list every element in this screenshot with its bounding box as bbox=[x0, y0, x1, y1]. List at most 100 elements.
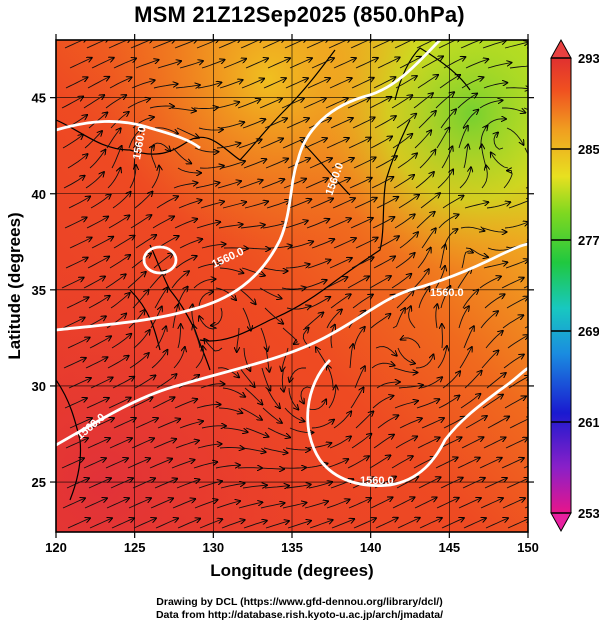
streamline bbox=[530, 518, 552, 528]
colorbar-max-arrow bbox=[550, 38, 572, 59]
streamline bbox=[198, 292, 213, 309]
streamline bbox=[175, 256, 197, 269]
streamline bbox=[350, 218, 373, 229]
streamline bbox=[223, 427, 248, 432]
streamline bbox=[171, 271, 189, 289]
streamline bbox=[196, 222, 220, 229]
streamline bbox=[396, 114, 416, 129]
streamline bbox=[265, 159, 288, 169]
streamline bbox=[311, 420, 334, 429]
streamline bbox=[483, 437, 506, 449]
streamline bbox=[353, 158, 376, 169]
streamline bbox=[193, 279, 216, 289]
streamline bbox=[442, 371, 460, 389]
streamline bbox=[157, 61, 181, 69]
streamline bbox=[237, 99, 260, 109]
streamline bbox=[69, 238, 92, 249]
streamline bbox=[65, 258, 88, 269]
streamline bbox=[282, 503, 306, 509]
streamline bbox=[391, 456, 413, 469]
streamline bbox=[263, 447, 288, 453]
streamline bbox=[286, 484, 311, 489]
streamline bbox=[285, 448, 310, 450]
streamline bbox=[155, 518, 178, 529]
streamline bbox=[88, 296, 110, 309]
streamline bbox=[152, 216, 174, 229]
streamline bbox=[152, 397, 175, 409]
streamline bbox=[89, 150, 105, 169]
streamline bbox=[306, 40, 329, 49]
streamline bbox=[151, 166, 160, 189]
streamline bbox=[333, 411, 351, 429]
streamline bbox=[155, 326, 166, 349]
streamline bbox=[505, 88, 528, 89]
streamline bbox=[110, 478, 133, 489]
streamline bbox=[219, 448, 244, 449]
streamline bbox=[105, 274, 126, 289]
streamline bbox=[193, 107, 218, 108]
streamline bbox=[355, 411, 373, 429]
streamline bbox=[420, 377, 442, 389]
contour-label: 1560.0 bbox=[360, 475, 394, 487]
streamline bbox=[369, 97, 391, 109]
streamline bbox=[370, 136, 392, 149]
streamline bbox=[442, 324, 443, 349]
streamline bbox=[483, 262, 507, 269]
streamline bbox=[371, 363, 395, 369]
streamline bbox=[240, 407, 262, 420]
streamline bbox=[395, 437, 417, 449]
streamline bbox=[417, 75, 438, 89]
streamline bbox=[435, 458, 458, 469]
streamline bbox=[218, 224, 243, 229]
streamline bbox=[502, 498, 525, 509]
streamline bbox=[394, 40, 417, 49]
streamline bbox=[111, 334, 131, 349]
streamline bbox=[287, 158, 310, 169]
streamline bbox=[483, 83, 507, 89]
streamline bbox=[179, 421, 203, 429]
streamline bbox=[355, 58, 378, 69]
streamline bbox=[105, 458, 128, 469]
streamline bbox=[487, 63, 511, 69]
streamline bbox=[243, 521, 267, 529]
streamline bbox=[531, 200, 554, 208]
streamline bbox=[109, 438, 132, 449]
streamline bbox=[310, 199, 333, 209]
streamline bbox=[304, 138, 327, 149]
streamline bbox=[133, 330, 150, 349]
streamline bbox=[437, 170, 453, 189]
streamline bbox=[239, 180, 263, 189]
streamline bbox=[417, 438, 440, 449]
streamline bbox=[199, 519, 222, 529]
streamlines bbox=[61, 40, 554, 529]
streamline bbox=[135, 235, 156, 249]
streamline bbox=[67, 518, 90, 529]
streamline bbox=[175, 441, 199, 449]
streamline bbox=[259, 468, 284, 469]
streamline bbox=[201, 60, 225, 69]
streamline bbox=[219, 80, 243, 89]
streamline bbox=[503, 171, 513, 189]
streamline bbox=[61, 458, 84, 469]
streamline bbox=[131, 80, 155, 89]
streamline bbox=[171, 108, 196, 111]
streamline bbox=[200, 384, 224, 389]
colorbar-tick-label: 261 bbox=[578, 415, 599, 430]
streamline bbox=[61, 97, 83, 109]
streamline bbox=[68, 197, 90, 209]
streamline bbox=[223, 59, 246, 69]
streamline bbox=[395, 253, 415, 269]
streamline bbox=[416, 40, 439, 49]
streamline bbox=[353, 518, 376, 529]
streamline bbox=[527, 88, 528, 89]
streamline bbox=[376, 382, 400, 389]
streamline bbox=[440, 286, 450, 309]
streamline bbox=[392, 308, 405, 329]
streamline bbox=[420, 193, 440, 209]
streamline bbox=[150, 498, 173, 509]
streamline bbox=[134, 192, 153, 209]
streamline bbox=[264, 118, 287, 129]
streamline bbox=[369, 455, 390, 469]
streamline bbox=[86, 217, 108, 229]
streamline bbox=[351, 257, 374, 269]
